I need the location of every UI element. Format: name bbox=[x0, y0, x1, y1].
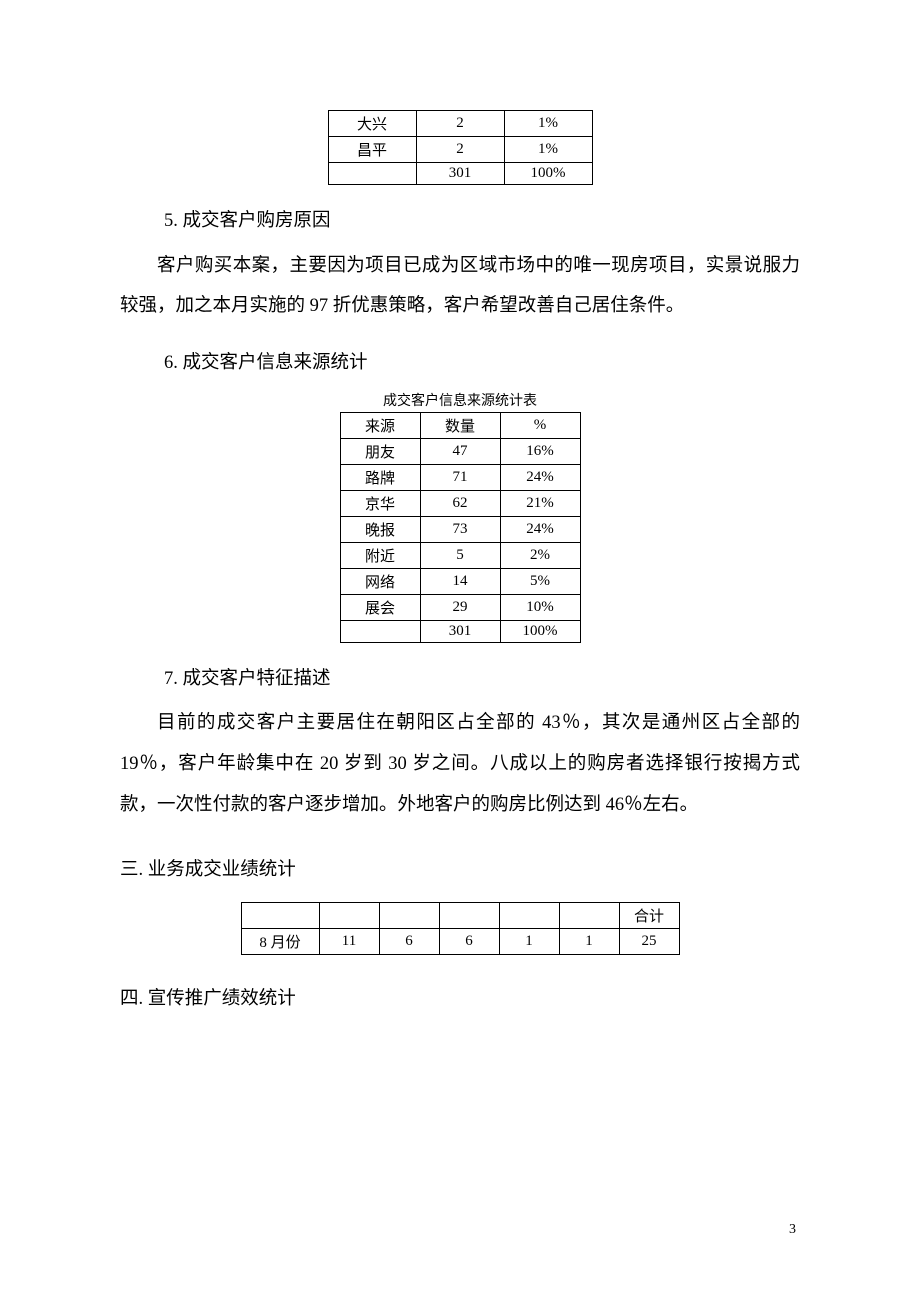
cell: 29 bbox=[420, 594, 500, 620]
cell: 16% bbox=[500, 438, 580, 464]
cell: 网络 bbox=[340, 568, 420, 594]
table-info-source: 来源 数量 % 朋友4716% 路牌7124% 京华6221% 晚报7324% … bbox=[340, 412, 581, 643]
cell: 1% bbox=[504, 137, 592, 163]
heading-four: 四. 宣传推广绩效统计 bbox=[120, 979, 800, 1020]
header-cell bbox=[241, 903, 319, 929]
cell bbox=[340, 620, 420, 642]
table-row: 大兴 2 1% bbox=[328, 111, 592, 137]
heading-three: 三. 业务成交业绩统计 bbox=[120, 850, 800, 891]
header-cell bbox=[499, 903, 559, 929]
table-row: 京华6221% bbox=[340, 490, 580, 516]
cell: 21% bbox=[500, 490, 580, 516]
table-row: 路牌7124% bbox=[340, 464, 580, 490]
table-row: 附近52% bbox=[340, 542, 580, 568]
cell: 1% bbox=[504, 111, 592, 137]
cell: 路牌 bbox=[340, 464, 420, 490]
cell: 朋友 bbox=[340, 438, 420, 464]
cell: 昌平 bbox=[328, 137, 416, 163]
page-number: 3 bbox=[789, 1222, 796, 1238]
cell: 展会 bbox=[340, 594, 420, 620]
header-cell: 来源 bbox=[340, 412, 420, 438]
table-row: 晚报7324% bbox=[340, 516, 580, 542]
page-content: 大兴 2 1% 昌平 2 1% 301 100% 5. 成交客户购房原因 客户购… bbox=[120, 110, 800, 1020]
header-cell bbox=[559, 903, 619, 929]
cell: 47 bbox=[420, 438, 500, 464]
cell: 24% bbox=[500, 516, 580, 542]
table-row: 网络145% bbox=[340, 568, 580, 594]
cell: 301 bbox=[420, 620, 500, 642]
table-row-total: 301 100% bbox=[328, 163, 592, 185]
cell: 100% bbox=[500, 620, 580, 642]
table-row: 朋友4716% bbox=[340, 438, 580, 464]
heading-7: 7. 成交客户特征描述 bbox=[164, 659, 800, 700]
cell: 11 bbox=[319, 929, 379, 955]
header-cell: % bbox=[500, 412, 580, 438]
header-cell bbox=[319, 903, 379, 929]
cell: 6 bbox=[379, 929, 439, 955]
cell: 8 月份 bbox=[241, 929, 319, 955]
header-cell-total: 合计 bbox=[619, 903, 679, 929]
cell: 1 bbox=[559, 929, 619, 955]
cell bbox=[328, 163, 416, 185]
cell: 附近 bbox=[340, 542, 420, 568]
table-row-total: 301100% bbox=[340, 620, 580, 642]
header-cell bbox=[379, 903, 439, 929]
heading-5: 5. 成交客户购房原因 bbox=[164, 201, 800, 242]
table-performance: 合计 8 月份 11 6 6 1 1 25 bbox=[241, 902, 680, 955]
cell: 京华 bbox=[340, 490, 420, 516]
cell: 301 bbox=[416, 163, 504, 185]
heading-6: 6. 成交客户信息来源统计 bbox=[164, 343, 800, 384]
cell: 14 bbox=[420, 568, 500, 594]
cell: 2 bbox=[416, 111, 504, 137]
cell: 10% bbox=[500, 594, 580, 620]
cell-total: 25 bbox=[619, 929, 679, 955]
table-header-row: 合计 bbox=[241, 903, 679, 929]
cell: 71 bbox=[420, 464, 500, 490]
cell: 5% bbox=[500, 568, 580, 594]
table-header-row: 来源 数量 % bbox=[340, 412, 580, 438]
cell: 24% bbox=[500, 464, 580, 490]
table-row: 昌平 2 1% bbox=[328, 137, 592, 163]
header-cell: 数量 bbox=[420, 412, 500, 438]
cell: 73 bbox=[420, 516, 500, 542]
header-cell bbox=[439, 903, 499, 929]
table-region-continued: 大兴 2 1% 昌平 2 1% 301 100% bbox=[328, 110, 593, 185]
cell: 2 bbox=[416, 137, 504, 163]
table-row: 8 月份 11 6 6 1 1 25 bbox=[241, 929, 679, 955]
cell: 62 bbox=[420, 490, 500, 516]
paragraph-7: 目前的成交客户主要居住在朝阳区占全部的 43％，其次是通州区占全部的 19％，客… bbox=[120, 703, 800, 825]
table-row: 展会2910% bbox=[340, 594, 580, 620]
cell: 2% bbox=[500, 542, 580, 568]
table-caption: 成交客户信息来源统计表 bbox=[120, 390, 800, 410]
cell: 5 bbox=[420, 542, 500, 568]
paragraph-5: 客户购买本案，主要因为项目已成为区域市场中的唯一现房项目，实景说服力较强，加之本… bbox=[120, 246, 800, 327]
cell: 6 bbox=[439, 929, 499, 955]
cell: 晚报 bbox=[340, 516, 420, 542]
cell: 100% bbox=[504, 163, 592, 185]
cell: 1 bbox=[499, 929, 559, 955]
cell: 大兴 bbox=[328, 111, 416, 137]
